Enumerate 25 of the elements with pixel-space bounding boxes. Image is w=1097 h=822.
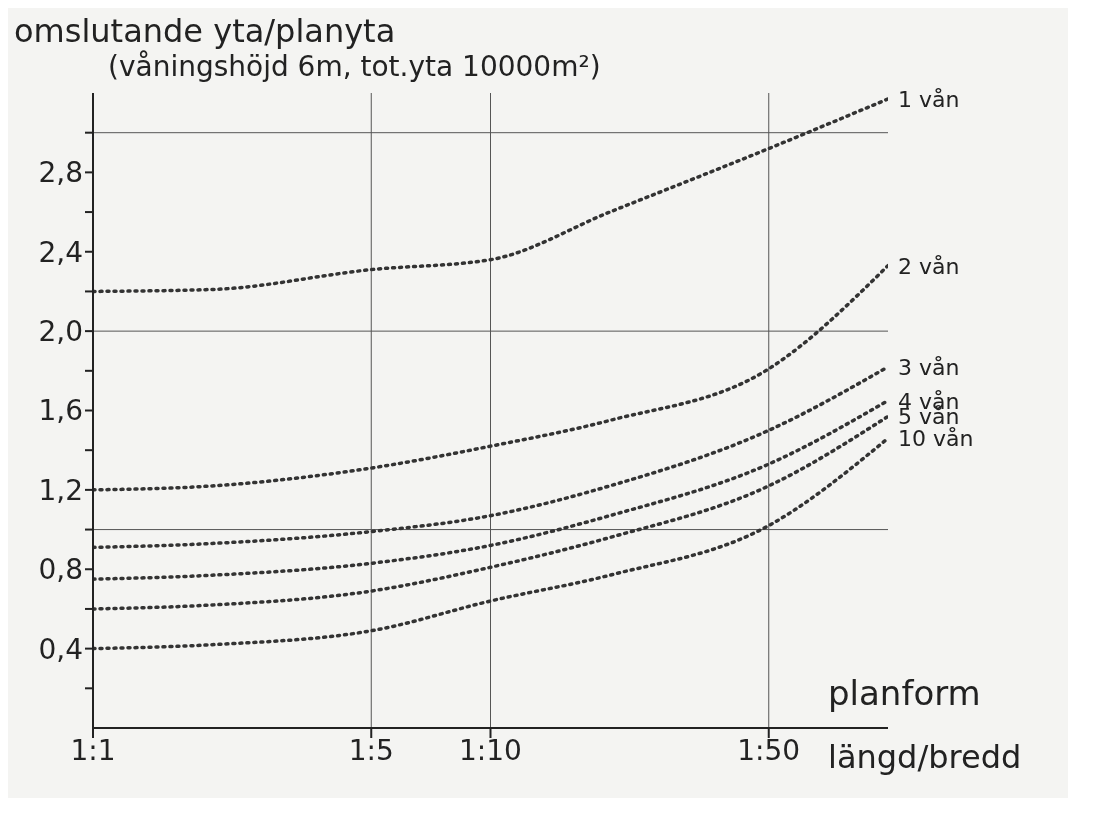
y-tick-label: 0,4 [38,632,83,666]
line-series [93,436,888,651]
line-series [93,414,888,611]
line-series [93,365,888,550]
line-series [93,97,888,294]
series-label: 3 vån [898,354,960,380]
x-tick-label: 1:10 [459,733,522,767]
y-tick-label: 2,8 [38,156,83,190]
x-tick-label: 1:50 [737,733,801,767]
y-tick-label: 1,6 [38,394,83,428]
chart-subtitle: (våningshöjd 6m, tot.yta 10000m²) [108,50,601,83]
x-tick-label: 1:5 [348,733,394,767]
series-label: 1 vån [898,86,960,112]
line-series [93,398,888,581]
y-tick-label: 2,0 [38,315,83,349]
series-label: 2 vån [898,253,960,279]
line-series [93,263,888,492]
text: längd/bredd [828,738,1022,776]
x-axis-title: planform [828,673,981,713]
x-tick-label: 1:1 [70,733,116,767]
y-axis-title: omslutande yta/planyta [14,12,396,50]
y-tick-label: 2,4 [38,235,83,269]
y-tick-label: 1,2 [38,473,83,507]
series-label: 10 vån [898,426,974,452]
y-tick-label: 0,8 [38,553,83,587]
